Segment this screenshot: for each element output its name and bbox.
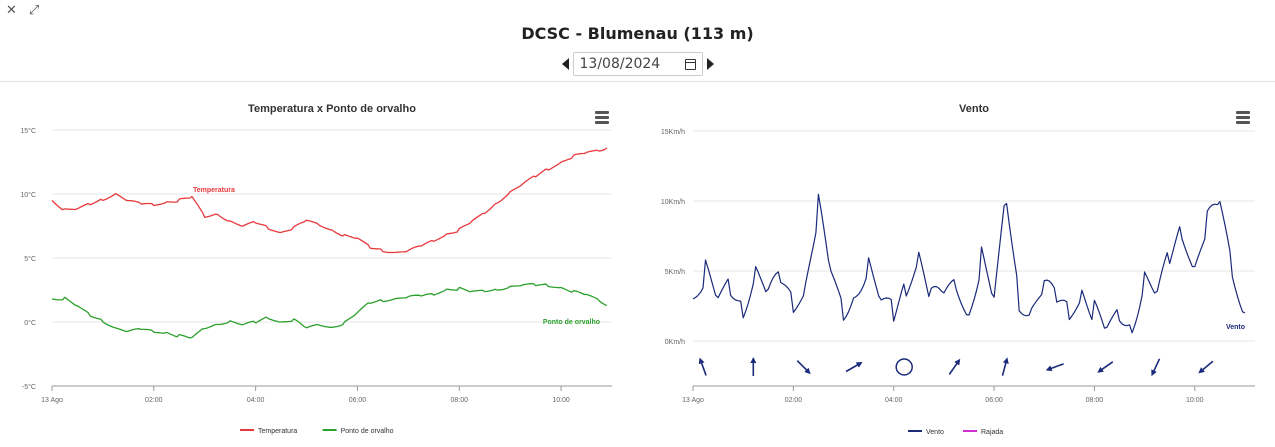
header-divider	[0, 81, 1275, 82]
x-tick-label: 02:00	[145, 397, 163, 404]
y-tick-label: 10°C	[20, 191, 36, 199]
legend-item[interactable]: Rajada	[981, 429, 1003, 436]
chart-menu-icon[interactable]	[595, 111, 609, 124]
wind-direction-arrow	[698, 357, 707, 376]
series-label: Vento	[1226, 324, 1245, 331]
x-tick-label: 04:00	[247, 397, 265, 404]
x-tick-label: 08:00	[451, 397, 469, 404]
legend-item[interactable]: Temperatura	[258, 428, 297, 435]
series-line-1	[51, 283, 608, 339]
wind-direction-arrow	[1151, 358, 1161, 377]
series-label: Ponto de orvalho	[543, 319, 600, 326]
close-icon[interactable]: ✕	[6, 2, 17, 17]
legend-item[interactable]: Vento	[926, 429, 944, 436]
calendar-icon[interactable]	[684, 58, 696, 70]
series-line-0	[692, 193, 1246, 334]
wind-direction-arrow	[845, 362, 863, 373]
wind-direction-arrow	[1045, 363, 1064, 372]
wind-direction-arrow	[1001, 357, 1009, 376]
x-tick-label: 08:00	[1086, 397, 1104, 404]
previous-day-button[interactable]	[561, 58, 569, 70]
series-line-0	[51, 147, 608, 254]
date-input[interactable]: 13/08/2024	[572, 52, 703, 76]
page-title: DCSC - Blumenau (113 m)	[521, 24, 754, 43]
x-tick-label: 04:00	[885, 397, 903, 404]
series-label: Temperatura	[193, 187, 235, 194]
expand-icon[interactable]: ⤢	[28, 2, 40, 17]
next-day-button[interactable]	[706, 58, 714, 70]
y-tick-label: 5Km/h	[665, 269, 685, 276]
x-tick-label: 13 Ago	[682, 397, 704, 404]
y-tick-label: 15°C	[20, 127, 36, 135]
y-tick-label: 5°C	[24, 255, 36, 263]
x-tick-label: 06:00	[985, 397, 1003, 404]
y-tick-label: 15Km/h	[661, 129, 685, 136]
wind-direction-arrow	[796, 360, 811, 375]
x-tick-label: 13 Ago	[41, 397, 63, 404]
x-tick-label: 02:00	[785, 397, 803, 404]
legend-item[interactable]: Ponto de orvalho	[341, 428, 394, 435]
chart-title: Vento	[959, 103, 989, 115]
date-value: 13/08/2024	[579, 56, 661, 72]
y-tick-label: 0Km/h	[665, 339, 685, 346]
wind-direction-arrow	[1198, 360, 1214, 374]
chart-title: Temperatura x Ponto de orvalho	[248, 103, 416, 115]
wind-direction-arrow	[948, 358, 961, 375]
y-tick-label: 10Km/h	[661, 199, 685, 206]
chart-menu-icon[interactable]	[1236, 111, 1250, 124]
y-tick-label: 0°C	[24, 319, 36, 327]
x-tick-label: 10:00	[552, 397, 570, 404]
x-tick-label: 10:00	[1186, 397, 1204, 404]
date-navigator: 13/08/2024	[0, 52, 1275, 76]
y-tick-label: -5°C	[22, 383, 36, 391]
calm-wind-marker	[895, 358, 913, 376]
wind-direction-arrow	[750, 357, 757, 376]
wind-direction-arrow	[1097, 361, 1114, 373]
x-tick-label: 06:00	[349, 397, 367, 404]
